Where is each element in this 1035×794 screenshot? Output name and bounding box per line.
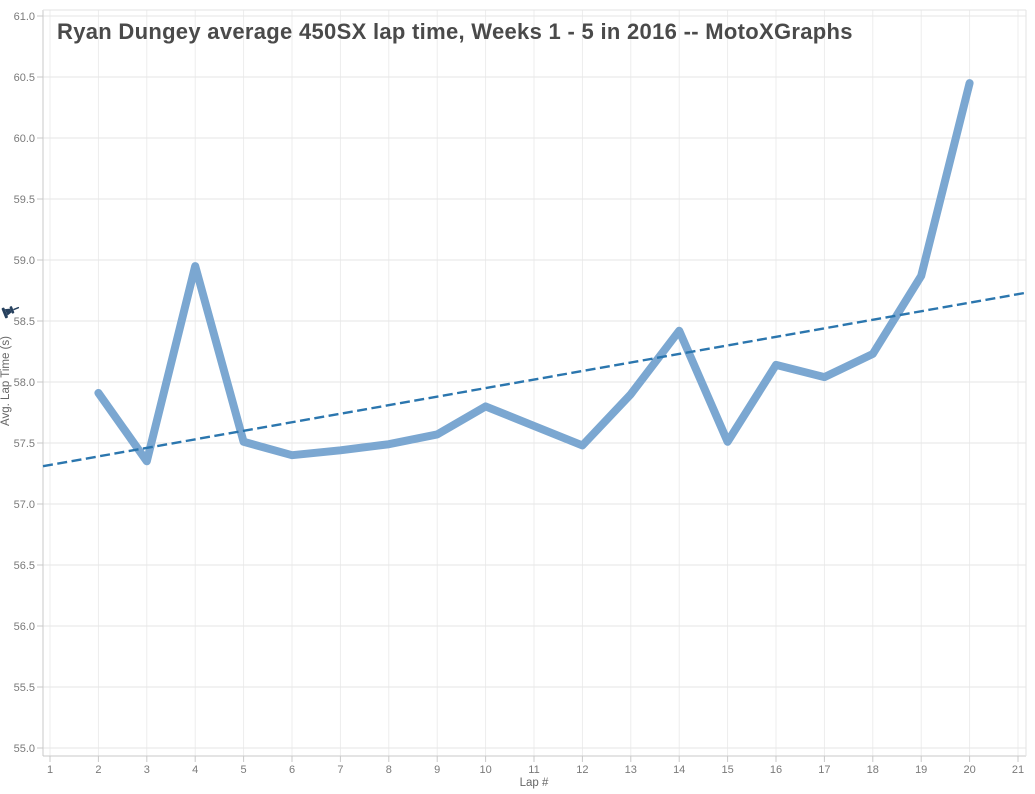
y-tick-label: 59.5 <box>14 194 35 206</box>
x-tick-label: 4 <box>192 764 198 776</box>
x-tick-label: 18 <box>867 764 879 776</box>
x-axis-title: Lap # <box>520 777 549 789</box>
x-tick-label: 15 <box>721 764 733 776</box>
x-tick-label: 2 <box>95 764 101 776</box>
x-tick-label: 1 <box>47 764 53 776</box>
x-tick-label: 21 <box>1012 764 1024 776</box>
y-tick-label: 57.5 <box>14 438 35 450</box>
x-tick-label: 10 <box>479 764 491 776</box>
x-tick-label: 16 <box>770 764 782 776</box>
y-tick-label: 58.5 <box>14 316 35 328</box>
y-tick-label: 57.0 <box>14 499 35 511</box>
x-tick-label: 17 <box>818 764 830 776</box>
x-tick-label: 19 <box>915 764 927 776</box>
y-axis-title: Avg. Lap Time (s) <box>0 336 12 426</box>
x-tick-label: 20 <box>963 764 975 776</box>
chart-title: Ryan Dungey average 450SX lap time, Week… <box>57 19 853 44</box>
x-tick-label: 11 <box>528 764 539 776</box>
x-tick-label: 5 <box>241 764 247 776</box>
x-tick-label: 9 <box>434 764 440 776</box>
y-tick-label: 60.0 <box>14 133 35 145</box>
x-tick-label: 8 <box>386 764 392 776</box>
y-tick-label: 58.0 <box>14 377 35 389</box>
gridlines-layer <box>43 10 1026 756</box>
y-tick-label: 59.0 <box>14 255 35 267</box>
axis-pin-icon[interactable] <box>1 302 21 319</box>
x-tick-label: 14 <box>673 764 685 776</box>
axes-layer: 1 2 3 4 5 6 7 8 9 10 11 12 13 14 15 16 17 18 19 20 2155.055.… <box>14 9 1027 776</box>
y-tick-label: 60.5 <box>14 72 35 84</box>
y-tick-label: 56.5 <box>14 560 35 572</box>
x-tick-label: 7 <box>337 764 343 776</box>
x-tick-label: 6 <box>289 764 295 776</box>
marks-layer <box>42 79 1027 468</box>
y-tick-label: 55.5 <box>14 682 35 694</box>
y-tick-label: 55.0 <box>14 743 35 755</box>
lap-time-series-line[interactable] <box>94 79 974 466</box>
trend-line[interactable] <box>42 291 1027 468</box>
x-tick-label: 12 <box>576 764 588 776</box>
x-tick-label: 13 <box>625 764 637 776</box>
y-tick-label: 56.0 <box>14 621 35 633</box>
x-tick-label: 3 <box>144 764 150 776</box>
y-tick-label: 61.0 <box>14 11 35 23</box>
